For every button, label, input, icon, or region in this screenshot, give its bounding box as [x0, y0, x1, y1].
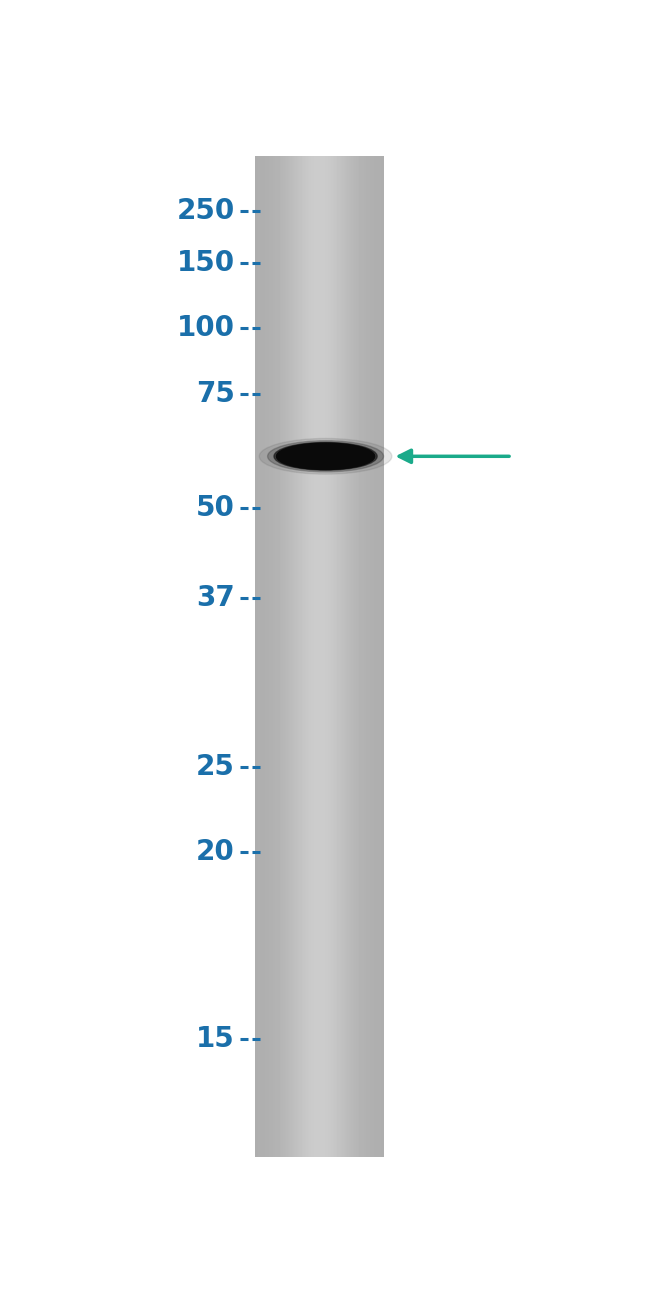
- Ellipse shape: [259, 438, 392, 474]
- Text: 15: 15: [196, 1024, 235, 1053]
- Text: 25: 25: [196, 753, 235, 780]
- Text: 75: 75: [196, 380, 235, 408]
- Text: 20: 20: [196, 837, 235, 866]
- Ellipse shape: [274, 442, 377, 471]
- Text: 100: 100: [177, 315, 235, 342]
- Ellipse shape: [276, 443, 374, 469]
- Text: 150: 150: [177, 250, 235, 277]
- Text: 37: 37: [196, 585, 235, 612]
- Text: 250: 250: [177, 198, 235, 225]
- Ellipse shape: [268, 441, 384, 472]
- Text: 50: 50: [196, 494, 235, 523]
